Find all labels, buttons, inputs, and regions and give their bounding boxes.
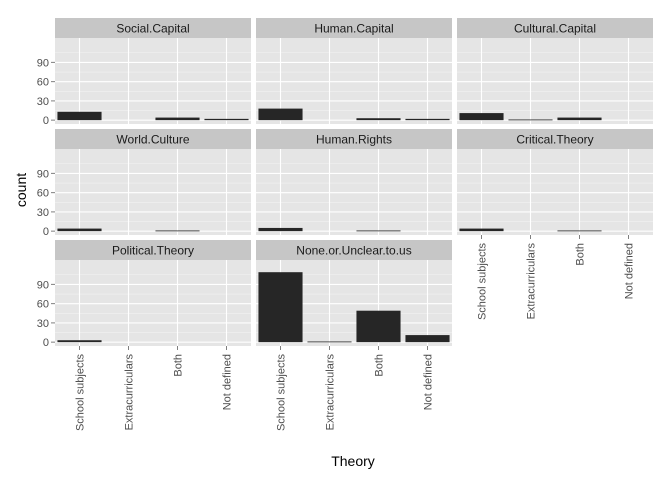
x-tick-label: Not defined [624, 243, 636, 299]
facet-label-social-capital: Social.Capital [116, 22, 189, 36]
x-tick-label: School subjects [75, 354, 87, 432]
bar-none-or-unclear-to-us-both [356, 310, 401, 343]
bar-human-rights-both [356, 230, 401, 232]
bar-social-capital-school-subjects [57, 111, 102, 121]
facet-label-cultural-capital: Cultural.Capital [514, 22, 596, 36]
facet-strip-none-or-unclear-to-us [256, 240, 452, 260]
bar-social-capital-both [155, 117, 200, 121]
x-tick-label: Both [575, 243, 587, 266]
facet-strip-human-rights [256, 129, 452, 149]
bar-cultural-capital-both [557, 117, 602, 121]
x-tick-label: School subjects [276, 354, 288, 432]
panel-background [256, 149, 452, 235]
y-tick-label: 30 [37, 207, 49, 219]
facet-world-culture: World.Culture [55, 129, 251, 235]
bar-human-rights-school-subjects [258, 227, 303, 232]
y-tick-label: 90 [37, 168, 49, 180]
bar-none-or-unclear-to-us-school-subjects [258, 272, 303, 343]
x-tick-label: Extracurriculars [124, 354, 136, 431]
panel-background [457, 149, 653, 235]
facet-strip-human-capital [256, 18, 452, 38]
bar-human-capital-school-subjects [258, 108, 303, 121]
y-tick-label: 0 [43, 115, 49, 127]
bar-world-culture-both [155, 230, 200, 232]
bar-world-culture-school-subjects [57, 228, 102, 232]
x-tick-label: Extracurriculars [526, 243, 538, 320]
bar-critical-theory-both [557, 230, 602, 232]
facet-label-world-culture: World.Culture [116, 133, 189, 147]
y-tick-label: 30 [37, 318, 49, 330]
bar-cultural-capital-school-subjects [459, 113, 504, 121]
bar-none-or-unclear-to-us-not-defined [405, 335, 450, 343]
x-tick-label: Extracurriculars [325, 354, 337, 431]
facet-strip-social-capital [55, 18, 251, 38]
panel-background [55, 149, 251, 235]
facet-human-capital: Human.Capital [256, 18, 452, 124]
y-tick-label: 90 [37, 279, 49, 291]
bar-critical-theory-school-subjects [459, 228, 504, 232]
panel-background [457, 38, 653, 124]
facet-human-rights: Human.Rights [256, 129, 452, 235]
x-tick-label: Not defined [222, 354, 234, 410]
y-axis-title: count [13, 173, 29, 207]
facet-strip-cultural-capital [457, 18, 653, 38]
y-tick-label: 60 [37, 299, 49, 311]
facet-label-critical-theory: Critical.Theory [516, 133, 593, 147]
bar-political-theory-school-subjects [57, 340, 102, 343]
facet-strip-critical-theory [457, 129, 653, 149]
panel-background [55, 38, 251, 124]
y-tick-label: 60 [37, 77, 49, 89]
y-tick-label: 60 [37, 188, 49, 200]
y-tick-label: 0 [43, 226, 49, 238]
x-axes: School subjects Extracurriculars Both Not d… [75, 235, 636, 431]
x-axis-title: Theory [331, 453, 375, 469]
facet-label-human-rights: Human.Rights [316, 133, 392, 147]
facet-critical-theory: Critical.Theory [457, 129, 653, 235]
bar-human-capital-not-defined [405, 118, 450, 121]
facet-label-political-theory: Political.Theory [112, 244, 194, 258]
facet-political-theory: Political.Theory [55, 240, 251, 346]
y-tick-label: 30 [37, 96, 49, 108]
x-tick-label: Both [374, 354, 386, 377]
facet-label-none-or-unclear-to-us: None.or.Unclear.to.us [296, 244, 411, 258]
y-tick-label: 0 [43, 337, 49, 349]
panel-background [55, 260, 251, 346]
y-axes: 0 30 60 90 0 30 60 90 0 30 60 90 [37, 57, 55, 349]
x-tick-label: Both [173, 354, 185, 377]
facet-none-or-unclear-to-us: None.or.Unclear.to.us [256, 240, 452, 346]
bar-none-or-unclear-to-us-extracurriculars [307, 341, 352, 343]
facet-panels: Social.Capital Human.Capital Cultural.Capi… [55, 18, 653, 346]
facet-label-human-capital: Human.Capital [314, 22, 393, 36]
bar-human-capital-both [356, 118, 401, 121]
bar-social-capital-not-defined [204, 118, 249, 121]
y-tick-label: 90 [37, 57, 49, 69]
facet-social-capital: Social.Capital [55, 18, 251, 124]
bar-cultural-capital-extracurriculars [508, 119, 553, 121]
facet-cultural-capital: Cultural.Capital [457, 18, 653, 124]
x-tick-label: Not defined [423, 354, 435, 410]
x-tick-label: School subjects [477, 243, 489, 321]
facet-strip-political-theory [55, 240, 251, 260]
facet-strip-world-culture [55, 129, 251, 149]
